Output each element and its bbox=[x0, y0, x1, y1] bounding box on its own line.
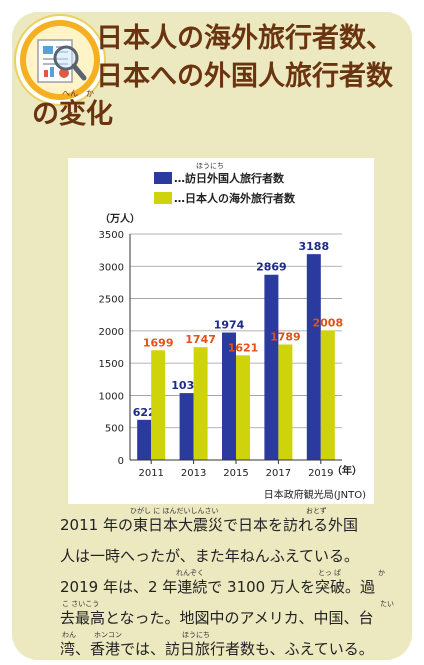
data-label-japanese-travelers: 1747 bbox=[185, 333, 216, 346]
y-axis-unit: （万人） bbox=[100, 212, 140, 225]
bar-chart: ほうにち …訪日外国人旅行者数 …日本人の海外旅行者数 （万人） （年） 日本政… bbox=[99, 162, 367, 501]
ruby-renzoku: れんぞく bbox=[176, 569, 204, 577]
y-tick-label: 3500 bbox=[99, 230, 124, 241]
data-label-foreign-visitors: 622 bbox=[133, 406, 156, 419]
bar-japanese-travelers bbox=[151, 350, 166, 460]
title-ruby-henka: へん か bbox=[62, 89, 94, 98]
x-tick-label: 2011 bbox=[138, 468, 163, 479]
title-line-2: 日本への外国人旅行者数 bbox=[96, 61, 393, 92]
y-tick-label: 2500 bbox=[99, 295, 124, 306]
data-label-foreign-visitors: 1974 bbox=[214, 319, 245, 332]
data-label-foreign-visitors: 2869 bbox=[256, 261, 287, 274]
x-tick-label: 2013 bbox=[181, 468, 206, 479]
bar-foreign-visitors bbox=[264, 274, 279, 460]
chart-axes: 0 500 1000 1500 2000 2500 3000 3500 2011 2013 2015… bbox=[99, 230, 342, 479]
legend-label-foreign: …訪日外国人旅行者数 bbox=[174, 171, 285, 185]
y-tick-label: 3000 bbox=[99, 262, 124, 273]
body-line-4-text: 去最高となった。地図中のアメリカ、中国、台 bbox=[60, 609, 374, 627]
title-line-3-text: の変化 bbox=[32, 99, 113, 130]
body-line-4: こ さいこう たい 去最高となった。地図中のアメリカ、中国、台 bbox=[60, 600, 400, 634]
ruby-honkon: ホンコン bbox=[94, 631, 122, 639]
legend-label-japanese: …日本人の海外旅行者数 bbox=[174, 191, 296, 205]
bar-japanese-travelers bbox=[193, 347, 208, 460]
ruby-tai: たい bbox=[380, 600, 394, 608]
bar-foreign-visitors bbox=[306, 254, 321, 460]
body-line-1: ひがし に ほんだいしんさい おとず 2011 年の東日本大震災で日本を訪れる外… bbox=[60, 507, 400, 541]
source-credit: 日本政府観光局(JNTO) bbox=[264, 488, 366, 501]
body-line-2-text: 人は一時へったが、また年ねんふえている。 bbox=[60, 547, 359, 565]
x-axis-unit: （年） bbox=[332, 464, 362, 477]
body-line-5-text: 湾、香港では、訪日旅行者数も、ふえている。 bbox=[60, 640, 374, 658]
ruby-otozu: おとず bbox=[306, 507, 327, 515]
ruby-ka: か bbox=[378, 569, 385, 577]
bar-foreign-visitors bbox=[179, 393, 194, 460]
y-tick-label: 500 bbox=[105, 424, 124, 435]
bar-japanese-travelers bbox=[236, 355, 250, 460]
legend-ruby-hounichi: ほうにち bbox=[196, 162, 224, 170]
bar-japanese-travelers bbox=[320, 330, 335, 460]
data-label-japanese-travelers: 2008 bbox=[312, 316, 343, 329]
ruby-higashinihondaishinsai: ひがし に ほんだいしんさい bbox=[130, 507, 219, 515]
data-label-japanese-travelers: 1789 bbox=[270, 330, 301, 343]
x-tick-label: 2015 bbox=[223, 468, 248, 479]
legend-swatch-japanese bbox=[154, 192, 172, 204]
chart-panel: ほうにち …訪日外国人旅行者数 …日本人の海外旅行者数 （万人） （年） 日本政… bbox=[68, 158, 374, 504]
y-tick-label: 0 bbox=[118, 456, 124, 467]
y-tick-label: 1500 bbox=[99, 359, 124, 370]
body-line-1-text: 2011 年の東日本大震災で日本を訪れる外国 bbox=[60, 516, 358, 534]
ruby-hounichi: ほうにち bbox=[182, 631, 210, 639]
data-label-foreign-visitors: 3188 bbox=[298, 240, 329, 253]
x-tick-label: 2017 bbox=[266, 468, 291, 479]
body-line-3-text: 2019 年は、2 年連続で 3100 万人を突破。過 bbox=[60, 578, 375, 596]
bar-japanese-travelers bbox=[278, 344, 293, 460]
title-line-3: へん か の変化 bbox=[32, 90, 416, 134]
body-line-3: れんぞく とっ ぱ か 2019 年は、2 年連続で 3100 万人を突破。過 bbox=[60, 569, 400, 603]
x-tick-label: 2019 bbox=[308, 468, 333, 479]
data-label-japanese-travelers: 1699 bbox=[143, 336, 174, 349]
legend-swatch-foreign bbox=[154, 172, 172, 184]
y-tick-label: 1000 bbox=[99, 391, 124, 402]
y-tick-label: 2000 bbox=[99, 327, 124, 338]
page-title: 日本人の海外旅行者数、 日本への外国人旅行者数 へん か の変化 bbox=[32, 20, 416, 134]
title-line-1: 日本人の海外旅行者数、 bbox=[96, 23, 393, 54]
bar-foreign-visitors bbox=[222, 332, 236, 460]
bar-foreign-visitors bbox=[137, 419, 152, 460]
ruby-kosaikou: こ さいこう bbox=[62, 600, 100, 608]
ruby-wan: わん bbox=[62, 631, 76, 639]
description-text: ひがし に ほんだいしんさい おとず 2011 年の東日本大震災で日本を訪れる外… bbox=[60, 507, 400, 665]
magnifier-document-icon bbox=[16, 16, 104, 104]
body-line-5: わん ホンコン ほうにち 湾、香港では、訪日旅行者数も、ふえている。 bbox=[60, 631, 400, 665]
ruby-toppa: とっ ぱ bbox=[318, 569, 342, 577]
data-label-japanese-travelers: 1621 bbox=[228, 341, 259, 354]
body-line-2: 人は一時へったが、また年ねんふえている。 bbox=[60, 541, 400, 572]
